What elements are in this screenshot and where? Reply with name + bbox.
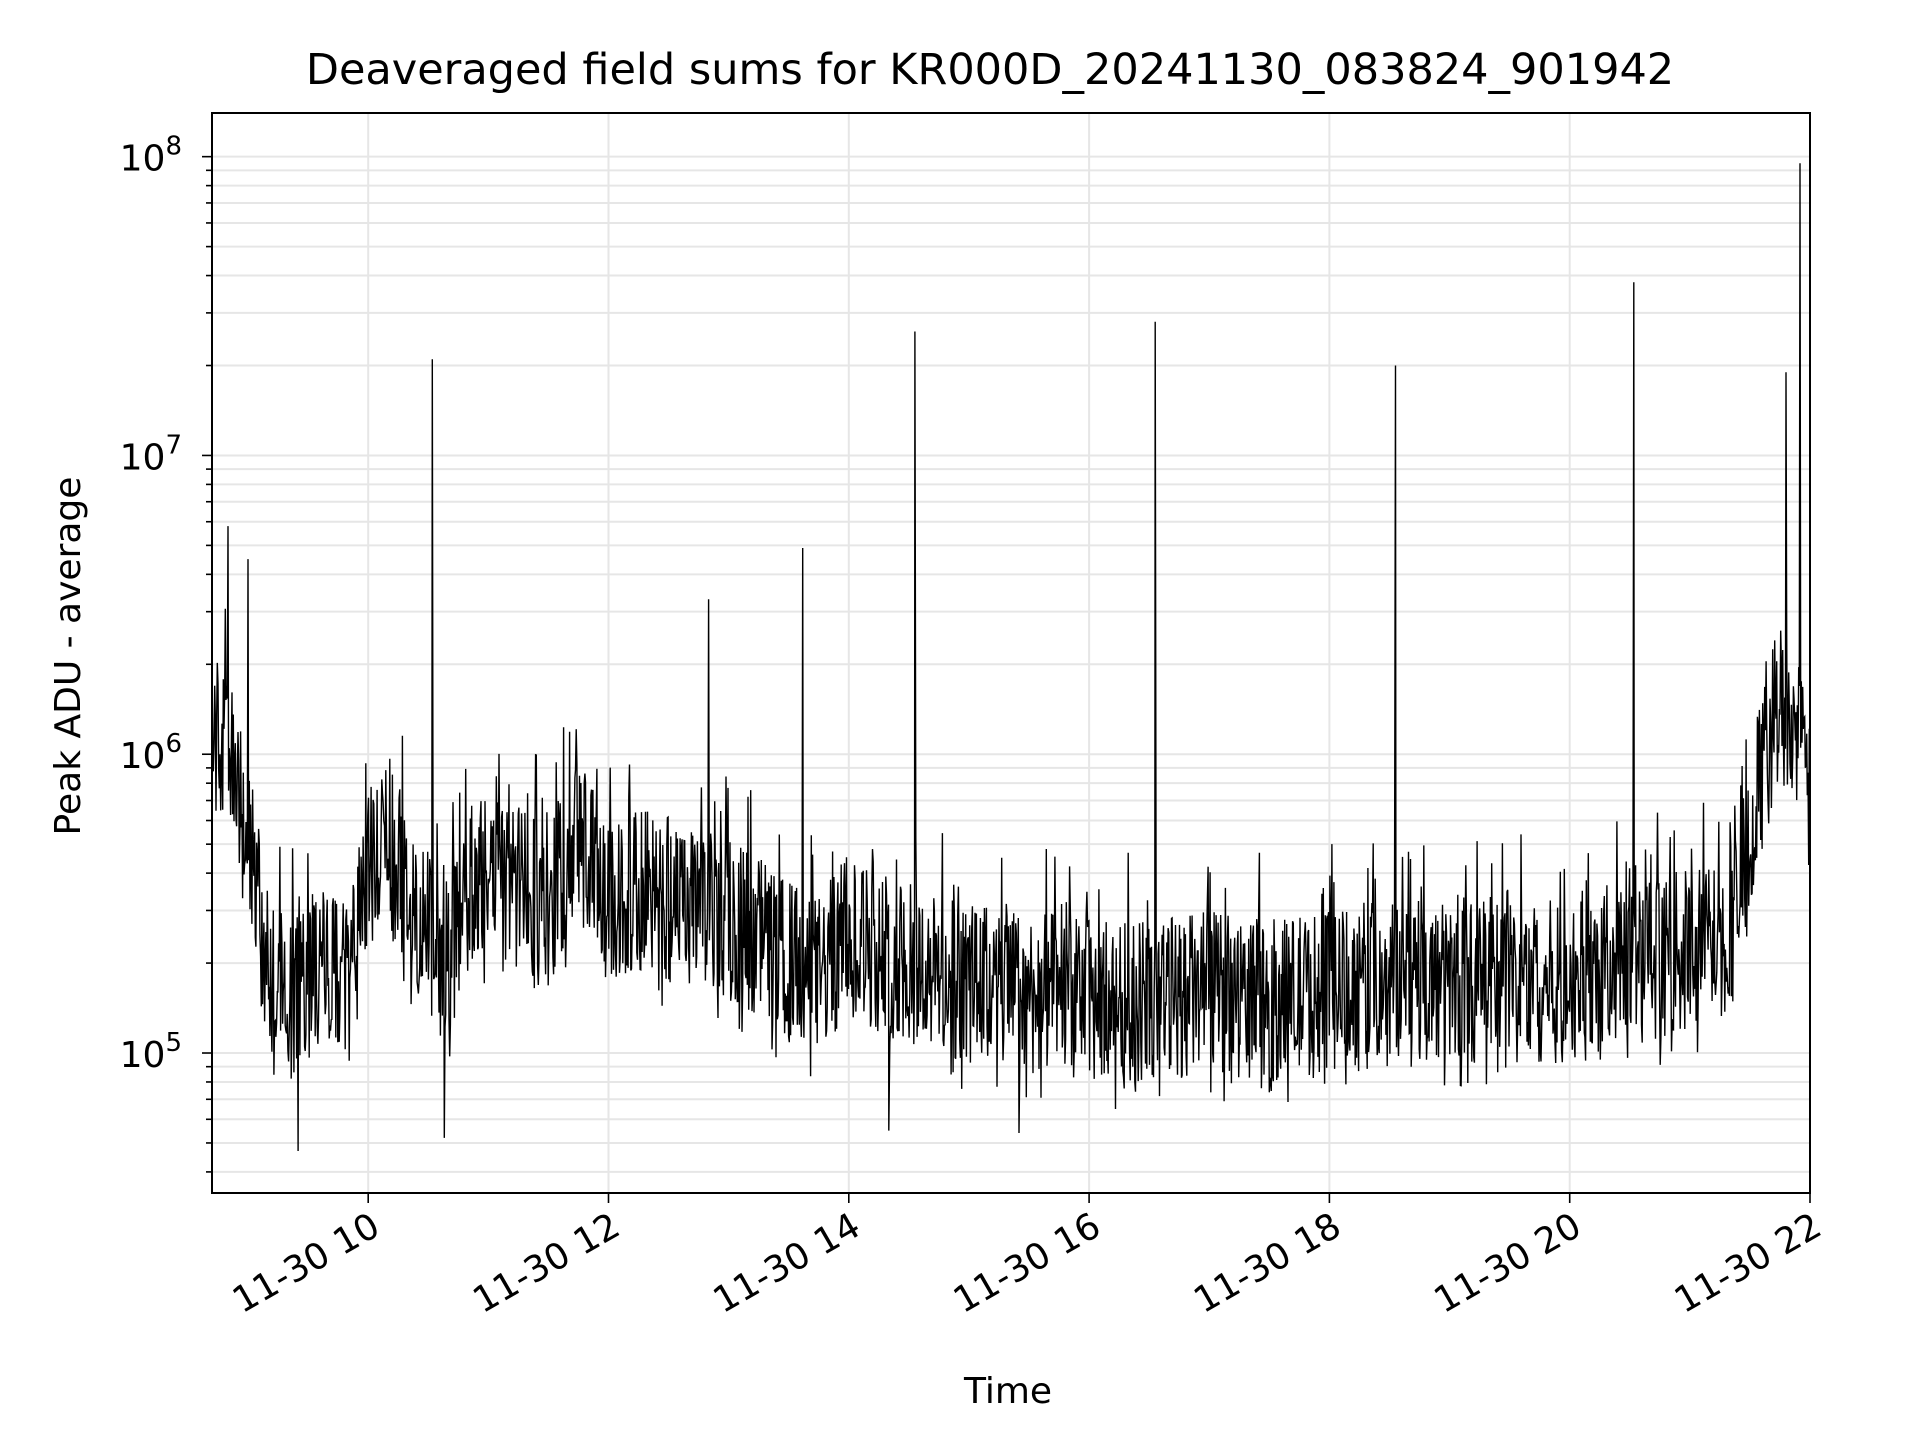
y-tick-label: 105 <box>120 1028 182 1076</box>
x-axis-label: Time <box>963 1371 1052 1412</box>
y-tick-label: 107 <box>120 430 182 478</box>
data-layer <box>212 163 1810 1152</box>
plot-frame <box>211 112 1811 1194</box>
y-tick-label: 106 <box>120 729 182 777</box>
y-axis-label: Peak ADU - average <box>48 477 89 836</box>
y-tick-label: 108 <box>120 132 182 180</box>
series-line <box>212 163 1810 1152</box>
y-ticks: 105 106 107 108 <box>120 132 212 1173</box>
chart-title: Deaveraged field sums for KR000D_2024113… <box>306 45 1674 95</box>
